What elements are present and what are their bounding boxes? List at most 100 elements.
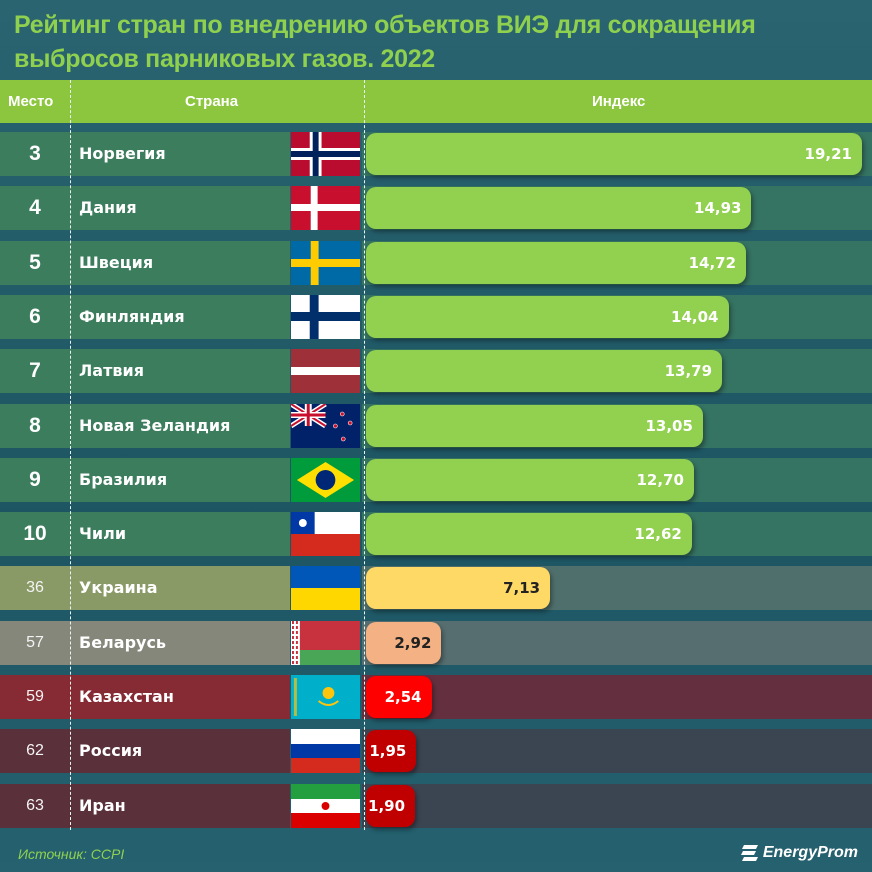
value-label: 2,92	[394, 633, 432, 652]
table-row: 36 Украина 7,13	[0, 566, 872, 611]
table-row: 59 Казахстан 2,54	[0, 675, 872, 719]
row-label-cell	[0, 186, 290, 231]
table-row: 6 Финляндия 14,04	[0, 294, 872, 339]
row-label-cell	[0, 675, 290, 719]
row-label-cell	[0, 349, 290, 394]
country-name: Дания	[79, 198, 137, 218]
table-row: 62 Россия 1,95	[0, 729, 872, 774]
flag-ua-icon	[291, 566, 360, 611]
table-row: 4 Дания 14,93	[0, 186, 872, 231]
bar: 1,95	[366, 730, 417, 773]
bar: 1,90	[366, 784, 416, 827]
bar: 2,92	[366, 621, 442, 664]
row-label-cell	[0, 403, 290, 448]
row-label-cell	[0, 729, 290, 774]
rank: 5	[29, 250, 41, 274]
table-row: 7 Латвия 13,79	[0, 349, 872, 394]
country-name: Беларусь	[79, 632, 167, 652]
value-label: 14,04	[671, 307, 719, 326]
flag-no-icon	[291, 132, 360, 176]
row-track	[362, 675, 872, 719]
header-country: Страна	[185, 93, 239, 110]
chart-title: Рейтинг стран по внедрению объектов ВИЭ …	[14, 11, 756, 73]
flag-lv-icon	[291, 349, 360, 394]
rank: 6	[29, 304, 41, 328]
flag-ir-icon	[291, 783, 360, 828]
flag-nz-icon	[291, 403, 360, 448]
rank: 9	[29, 467, 41, 491]
divider	[364, 80, 365, 830]
value-label: 7,13	[503, 579, 541, 598]
table-header: Место Страна Индекс	[0, 80, 872, 123]
value-label: 19,21	[804, 145, 852, 163]
rank: 10	[23, 522, 47, 546]
bar: 7,13	[366, 567, 551, 610]
table-row: 8 Новая Зеландия 13,05	[0, 403, 872, 448]
flag-fi-icon	[291, 294, 360, 339]
flag-ru-icon	[291, 729, 360, 774]
value-label: 12,70	[636, 470, 684, 489]
country-name: Новая Зеландия	[79, 415, 231, 435]
bar: 14,93	[366, 187, 752, 230]
bar: 14,04	[366, 295, 729, 338]
value-label: 13,05	[645, 416, 693, 435]
rank: 3	[29, 142, 41, 165]
logo: EnergyProm	[740, 844, 858, 862]
flag-kz-icon	[291, 675, 360, 719]
source-note: Источник: CCPI	[18, 846, 125, 862]
row-track	[362, 783, 872, 828]
country-name: Швеция	[79, 252, 154, 272]
rank: 59	[26, 688, 44, 705]
row-label-cell	[0, 512, 290, 557]
table-row: 3 Норвегия 19,21	[0, 132, 872, 176]
rank: 7	[29, 359, 41, 383]
bar: 14,72	[366, 241, 747, 284]
bar: 2,54	[366, 676, 432, 718]
header-rank: Место	[8, 93, 54, 110]
table-row: 10 Чили 12,62	[0, 512, 872, 557]
rank: 62	[26, 742, 44, 760]
value-label: 12,62	[634, 525, 682, 544]
country-name: Украина	[79, 578, 158, 598]
rank: 4	[29, 196, 41, 220]
row-label-cell	[0, 240, 290, 285]
rank: 8	[29, 413, 41, 437]
country-name: Казахстан	[79, 687, 174, 706]
header-index: Индекс	[592, 93, 646, 110]
row-label-cell	[0, 566, 290, 611]
country-name: Чили	[79, 524, 127, 544]
row-label-cell	[0, 294, 290, 339]
divider	[70, 80, 71, 830]
flag-se-icon	[291, 240, 360, 285]
table-row: 9 Бразилия 12,70	[0, 457, 872, 502]
value-label: 14,72	[688, 253, 737, 272]
rank: 57	[26, 633, 44, 651]
flag-br-icon	[291, 457, 360, 502]
value-label: 2,54	[384, 688, 422, 706]
flag-dk-icon	[291, 186, 360, 231]
country-name: Россия	[79, 741, 143, 761]
table-row: 5 Швеция 14,72	[0, 240, 872, 285]
table-row: 57 Беларусь 2,92	[0, 620, 872, 665]
rank: 36	[26, 579, 44, 597]
table-row: 63 Иран 1,90	[0, 783, 872, 828]
flag-cl-icon	[291, 512, 360, 557]
bar: 12,62	[366, 513, 692, 556]
bar: 13,05	[366, 404, 703, 447]
value-label: 14,93	[694, 199, 742, 218]
row-track	[362, 729, 872, 774]
country-name: Норвегия	[79, 144, 166, 163]
country-name: Иран	[79, 795, 126, 815]
bar: 12,70	[366, 458, 694, 501]
bar: 19,21	[366, 133, 862, 175]
country-name: Бразилия	[79, 469, 168, 489]
value-label: 13,79	[664, 362, 713, 381]
bar: 13,79	[366, 350, 723, 393]
row-label-cell	[0, 783, 290, 828]
country-name: Финляндия	[79, 306, 185, 326]
row-label-cell	[0, 457, 290, 502]
logo-icon	[740, 845, 758, 861]
country-name: Латвия	[79, 361, 144, 381]
value-label: 1,95	[369, 742, 407, 761]
value-label: 1,90	[368, 796, 406, 815]
